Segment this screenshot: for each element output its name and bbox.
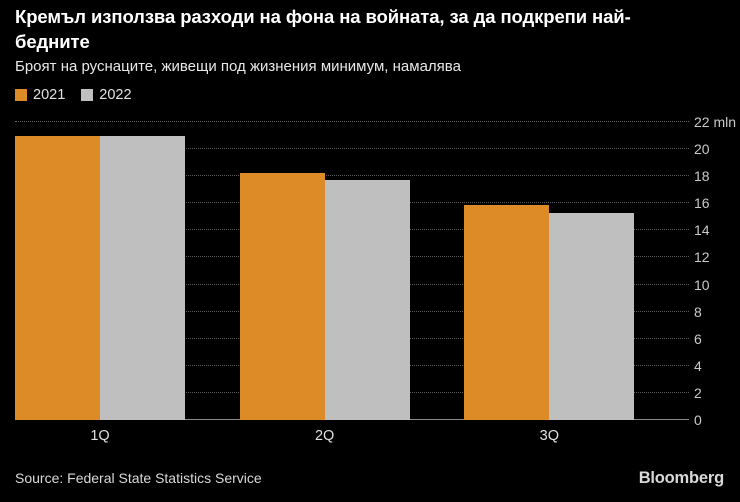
bar-3Q-2021[interactable] xyxy=(464,204,550,420)
legend-item-label: 2021 xyxy=(33,87,66,103)
page-title: Кремъл използва разходи на фона на война… xyxy=(15,6,631,52)
legend-item-label: 2022 xyxy=(99,87,132,103)
y-axis-tick-label: 8 xyxy=(694,303,702,320)
legend-item-2022[interactable]: 2022 xyxy=(81,87,132,103)
y-axis-tick-label: 16 xyxy=(694,195,710,212)
gridline xyxy=(15,148,689,150)
x-axis: 1Q 2Q 3Q xyxy=(0,428,740,452)
y-axis-tick-label: 12 xyxy=(694,249,710,266)
y-axis-tick-label: 10 xyxy=(694,276,710,293)
x-axis-tick-label-2Q: 2Q xyxy=(314,428,335,444)
y-axis-tick-label: 14 xyxy=(694,222,710,239)
bar-1Q-2022[interactable] xyxy=(100,135,185,420)
legend-item-2021[interactable]: 2021 xyxy=(15,88,65,102)
x-axis-tick-label-3Q: 3Q xyxy=(539,428,559,444)
legend-swatch-icon xyxy=(81,89,94,101)
gridline xyxy=(15,121,689,122)
y-axis-tick-label: 0 xyxy=(694,412,702,428)
y-axis: 22 mln 20 18 16 14 12 10 8 6 4 2 0 xyxy=(694,0,740,440)
bar-2Q-2022[interactable] xyxy=(324,180,410,420)
plot-area xyxy=(15,121,689,420)
y-axis-tick-label: 4 xyxy=(694,357,702,374)
y-axis-tick-label: 22 mln xyxy=(694,114,737,130)
footer-divider xyxy=(15,455,725,456)
gridline xyxy=(15,175,689,177)
legend-swatch-icon xyxy=(15,89,27,101)
x-axis-tick-label-1Q: 1Q xyxy=(90,428,110,444)
bar-1Q-2021[interactable] xyxy=(15,135,100,420)
chart-subtitle: Броят на руснаците, живещи под жизнения … xyxy=(15,58,461,75)
chart-header: Кремъл използва разходи на фона на война… xyxy=(15,4,715,76)
chart-legend: 2021 2022 xyxy=(15,88,132,102)
y-axis-tick-label: 6 xyxy=(694,330,702,347)
bar-3Q-2022[interactable] xyxy=(549,212,635,420)
y-axis-tick-label: 2 xyxy=(694,384,702,401)
y-axis-tick-label: 18 xyxy=(694,168,710,185)
bar-2Q-2021[interactable] xyxy=(239,173,325,420)
source-note: Source: Federal State Statistics Service xyxy=(15,470,262,486)
bloomberg-logo: Bloomberg xyxy=(638,469,724,487)
y-axis-tick-label: 20 xyxy=(694,141,710,158)
